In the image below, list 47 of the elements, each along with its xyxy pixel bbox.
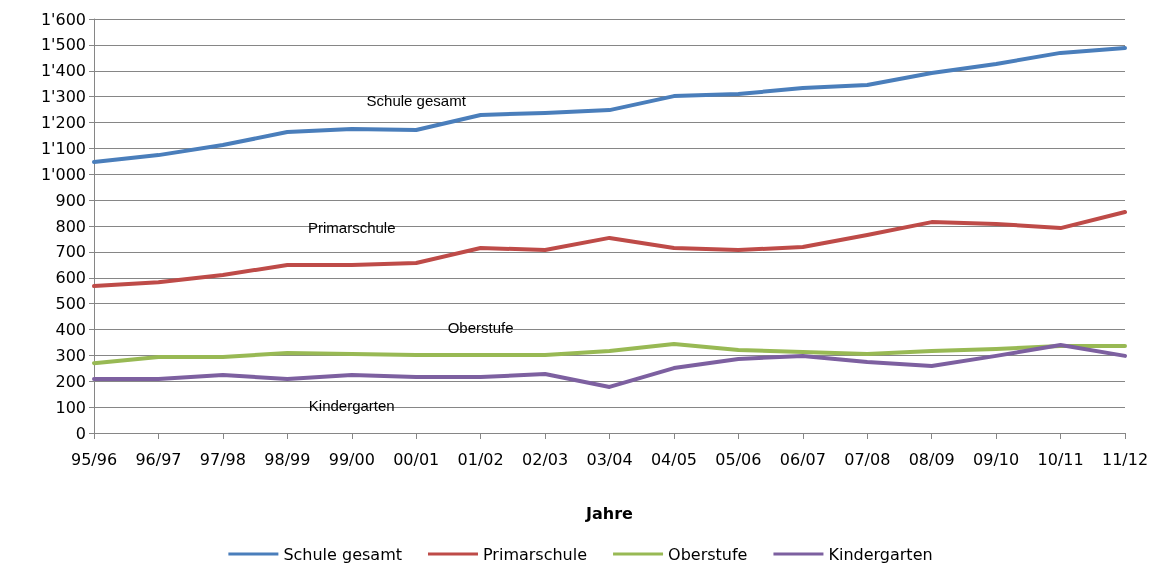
y-tick-label: 1'300 [40, 87, 86, 107]
y-tick-label: 900 [55, 190, 86, 210]
legend-label: Kindergarten [828, 544, 933, 564]
line-series [92, 341, 1127, 366]
y-tick-label: 100 [55, 397, 86, 417]
y-tick-label: 1'200 [40, 113, 86, 132]
x-tick-label: 95/96 [70, 449, 118, 469]
y-tick-label: 700 [55, 242, 86, 262]
x-tick-label: 02/03 [522, 449, 569, 469]
x-tick-label: 05/06 [715, 449, 762, 469]
legend-label: Oberstufe [668, 544, 748, 564]
x-tick-label: 99/00 [328, 449, 375, 469]
legend-label: Schule gesamt [283, 544, 402, 564]
annotation: Kindergarten [308, 396, 395, 414]
x-tick-label: 06/07 [779, 449, 826, 469]
annotation: Oberstufe [447, 318, 514, 336]
x-tick-label: 03/04 [586, 449, 633, 469]
x-axis-title: Jahre [585, 503, 634, 523]
x-tick-label: 00/01 [393, 449, 440, 469]
line-series [92, 45, 1127, 165]
x-tick-label: 96/97 [135, 449, 182, 469]
y-tick-label: 600 [55, 268, 86, 288]
y-tick-label: 1'000 [40, 164, 86, 184]
legend-label: Primarschule [482, 544, 588, 564]
y-tick-label: 800 [55, 216, 86, 236]
y-tick-label: 0 [75, 423, 86, 443]
x-tick-label: 04/05 [650, 449, 697, 469]
x-tick-label: 11/12 [1101, 449, 1149, 469]
x-tick-label: 10/11 [1037, 449, 1084, 469]
y-tick-label: 300 [55, 345, 86, 365]
y-tick-label: 500 [55, 294, 86, 314]
y-tick-label: 1'100 [40, 138, 86, 158]
annotation: Primarschule [307, 218, 396, 236]
line-series [92, 343, 1127, 389]
x-tick-label: 08/09 [908, 449, 955, 469]
y-tick-label: 400 [55, 320, 86, 339]
y-tick-label: 1'400 [40, 61, 86, 81]
x-tick-label: 07/08 [844, 449, 891, 469]
x-tick-label: 09/10 [973, 449, 1020, 469]
y-tick-label: 1'500 [40, 35, 86, 55]
annotation: Schule gesamt [366, 91, 467, 109]
x-tick-label: 98/99 [264, 449, 311, 469]
line-series [92, 210, 1127, 289]
y-tick-label: 1'600 [40, 9, 86, 29]
x-tick-label: 01/02 [457, 449, 504, 469]
x-tick-label: 97/98 [199, 449, 246, 469]
y-tick-label: 200 [55, 371, 86, 391]
